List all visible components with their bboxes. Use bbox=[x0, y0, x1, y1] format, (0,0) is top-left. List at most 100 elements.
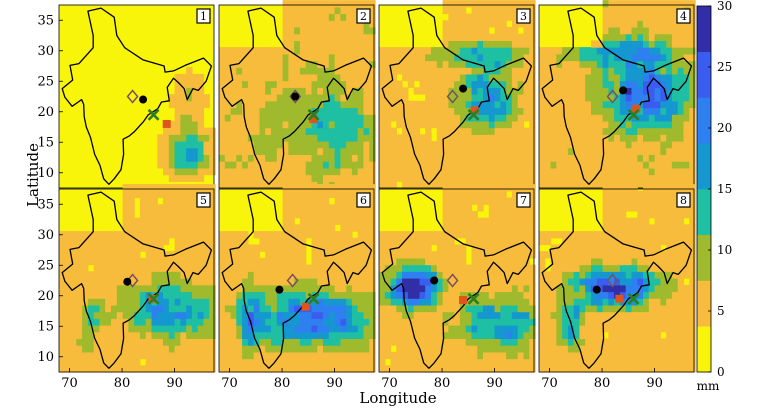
rainfall-field bbox=[157, 67, 216, 182]
x-marker bbox=[147, 292, 160, 305]
x-tick-label: 70 bbox=[541, 376, 558, 391]
panel-number-box bbox=[516, 192, 531, 208]
circle-marker bbox=[592, 285, 601, 294]
map-panel-1: 1 bbox=[58, 4, 216, 189]
circle-marker bbox=[139, 95, 148, 104]
x-tick-label: 80 bbox=[114, 376, 131, 391]
diamond-marker bbox=[606, 89, 619, 104]
y-tick-label: 30 bbox=[37, 44, 54, 59]
map-panel-3: 3 bbox=[378, 0, 536, 189]
panel-number-box bbox=[676, 192, 691, 208]
x-marker bbox=[147, 108, 160, 121]
x-tick-label: 90 bbox=[486, 376, 503, 391]
india-outline bbox=[381, 191, 533, 369]
colorbar-tick-label: 0 bbox=[717, 365, 725, 379]
x-tick-label: 80 bbox=[274, 376, 291, 391]
panel-frame bbox=[378, 188, 535, 373]
colorbar-segment bbox=[697, 326, 711, 373]
square-marker bbox=[615, 294, 624, 303]
circle-marker bbox=[430, 276, 439, 285]
square-marker bbox=[162, 119, 171, 128]
panel-frame bbox=[58, 188, 215, 373]
y-tick-label: 35 bbox=[37, 197, 54, 212]
y-tick-label: 20 bbox=[37, 289, 54, 304]
station-markers bbox=[275, 273, 320, 311]
map-panel-6: 6 bbox=[218, 184, 376, 373]
panel-frame bbox=[538, 188, 695, 373]
map-panels: 1 2 3 4 5 6 7 8 bbox=[58, 0, 696, 373]
colorbar-segment bbox=[697, 51, 711, 98]
colorbar-segment bbox=[697, 234, 711, 281]
x-marker bbox=[627, 108, 640, 121]
colorbar-tick-label: 25 bbox=[717, 60, 732, 74]
panel-number-box bbox=[356, 8, 371, 24]
colorbar-tick-label: 10 bbox=[717, 243, 732, 257]
colorbar: 0 5 10 15 20 25 30 bbox=[696, 0, 732, 379]
india-outline bbox=[381, 7, 533, 185]
colorbar-segment bbox=[697, 189, 711, 236]
india-outline bbox=[541, 191, 693, 369]
x-tick-label: 90 bbox=[646, 376, 663, 391]
panel-number-box bbox=[676, 8, 691, 24]
india-outline bbox=[61, 7, 213, 185]
circle-marker bbox=[459, 84, 468, 93]
x-tick-label: 90 bbox=[326, 376, 343, 391]
square-marker bbox=[309, 115, 318, 124]
y-tick-label: 25 bbox=[37, 258, 54, 273]
y-tick-label: 15 bbox=[37, 135, 54, 150]
panel-number: 2 bbox=[360, 10, 367, 23]
colorbar-tick-label: 30 bbox=[717, 0, 732, 13]
map-panel-7: 7 bbox=[378, 184, 536, 373]
square-marker bbox=[632, 104, 641, 113]
station-markers bbox=[123, 273, 160, 305]
panel-number: 3 bbox=[520, 10, 527, 23]
square-marker bbox=[301, 302, 310, 311]
station-markers bbox=[126, 89, 171, 128]
panel-number-box bbox=[196, 8, 211, 24]
y-tick-label: 10 bbox=[37, 166, 54, 181]
diamond-marker bbox=[606, 273, 619, 288]
colorbar-segment bbox=[697, 97, 711, 144]
map-panel-4: 4 bbox=[538, 0, 696, 189]
panel-number: 6 bbox=[360, 194, 367, 207]
diamond-marker bbox=[126, 89, 139, 104]
india-outline bbox=[61, 191, 213, 369]
x-marker bbox=[307, 292, 320, 305]
rainfall-field bbox=[379, 0, 536, 189]
panel-number: 7 bbox=[520, 194, 527, 207]
colorbar-tick-label: 20 bbox=[717, 121, 732, 135]
diamond-marker bbox=[446, 273, 459, 288]
diamond-marker bbox=[446, 89, 459, 104]
y-tick-label: 35 bbox=[37, 13, 54, 28]
circle-marker bbox=[123, 277, 132, 286]
x-tick-label: 70 bbox=[61, 376, 78, 391]
rainfall-field bbox=[219, 0, 376, 189]
station-markers bbox=[446, 84, 480, 121]
x-tick-label: 80 bbox=[434, 376, 451, 391]
colorbar-segment bbox=[697, 143, 711, 190]
square-marker bbox=[459, 296, 468, 305]
panel-frame bbox=[218, 188, 375, 373]
colorbar-tick-label: 15 bbox=[717, 182, 732, 196]
panel-number: 4 bbox=[680, 10, 687, 23]
station-markers bbox=[592, 273, 640, 305]
x-axis-label: Longitude bbox=[359, 389, 436, 407]
y-tick-label: 10 bbox=[37, 350, 54, 365]
square-marker bbox=[470, 106, 479, 115]
india-outline bbox=[221, 7, 373, 185]
x-tick-label: 90 bbox=[166, 376, 183, 391]
colorbar-segment bbox=[697, 6, 711, 53]
circle-marker bbox=[619, 86, 628, 95]
x-marker bbox=[467, 292, 480, 305]
india-outline bbox=[541, 7, 693, 185]
colorbar-tick-label: 5 bbox=[717, 304, 725, 318]
colorbar-segment bbox=[697, 280, 711, 327]
y-tick-label: 20 bbox=[37, 105, 54, 120]
map-panel-2: 2 bbox=[218, 0, 376, 189]
station-markers bbox=[289, 89, 320, 124]
station-markers bbox=[606, 86, 641, 121]
x-marker bbox=[627, 292, 640, 305]
panel-number: 1 bbox=[200, 10, 207, 23]
